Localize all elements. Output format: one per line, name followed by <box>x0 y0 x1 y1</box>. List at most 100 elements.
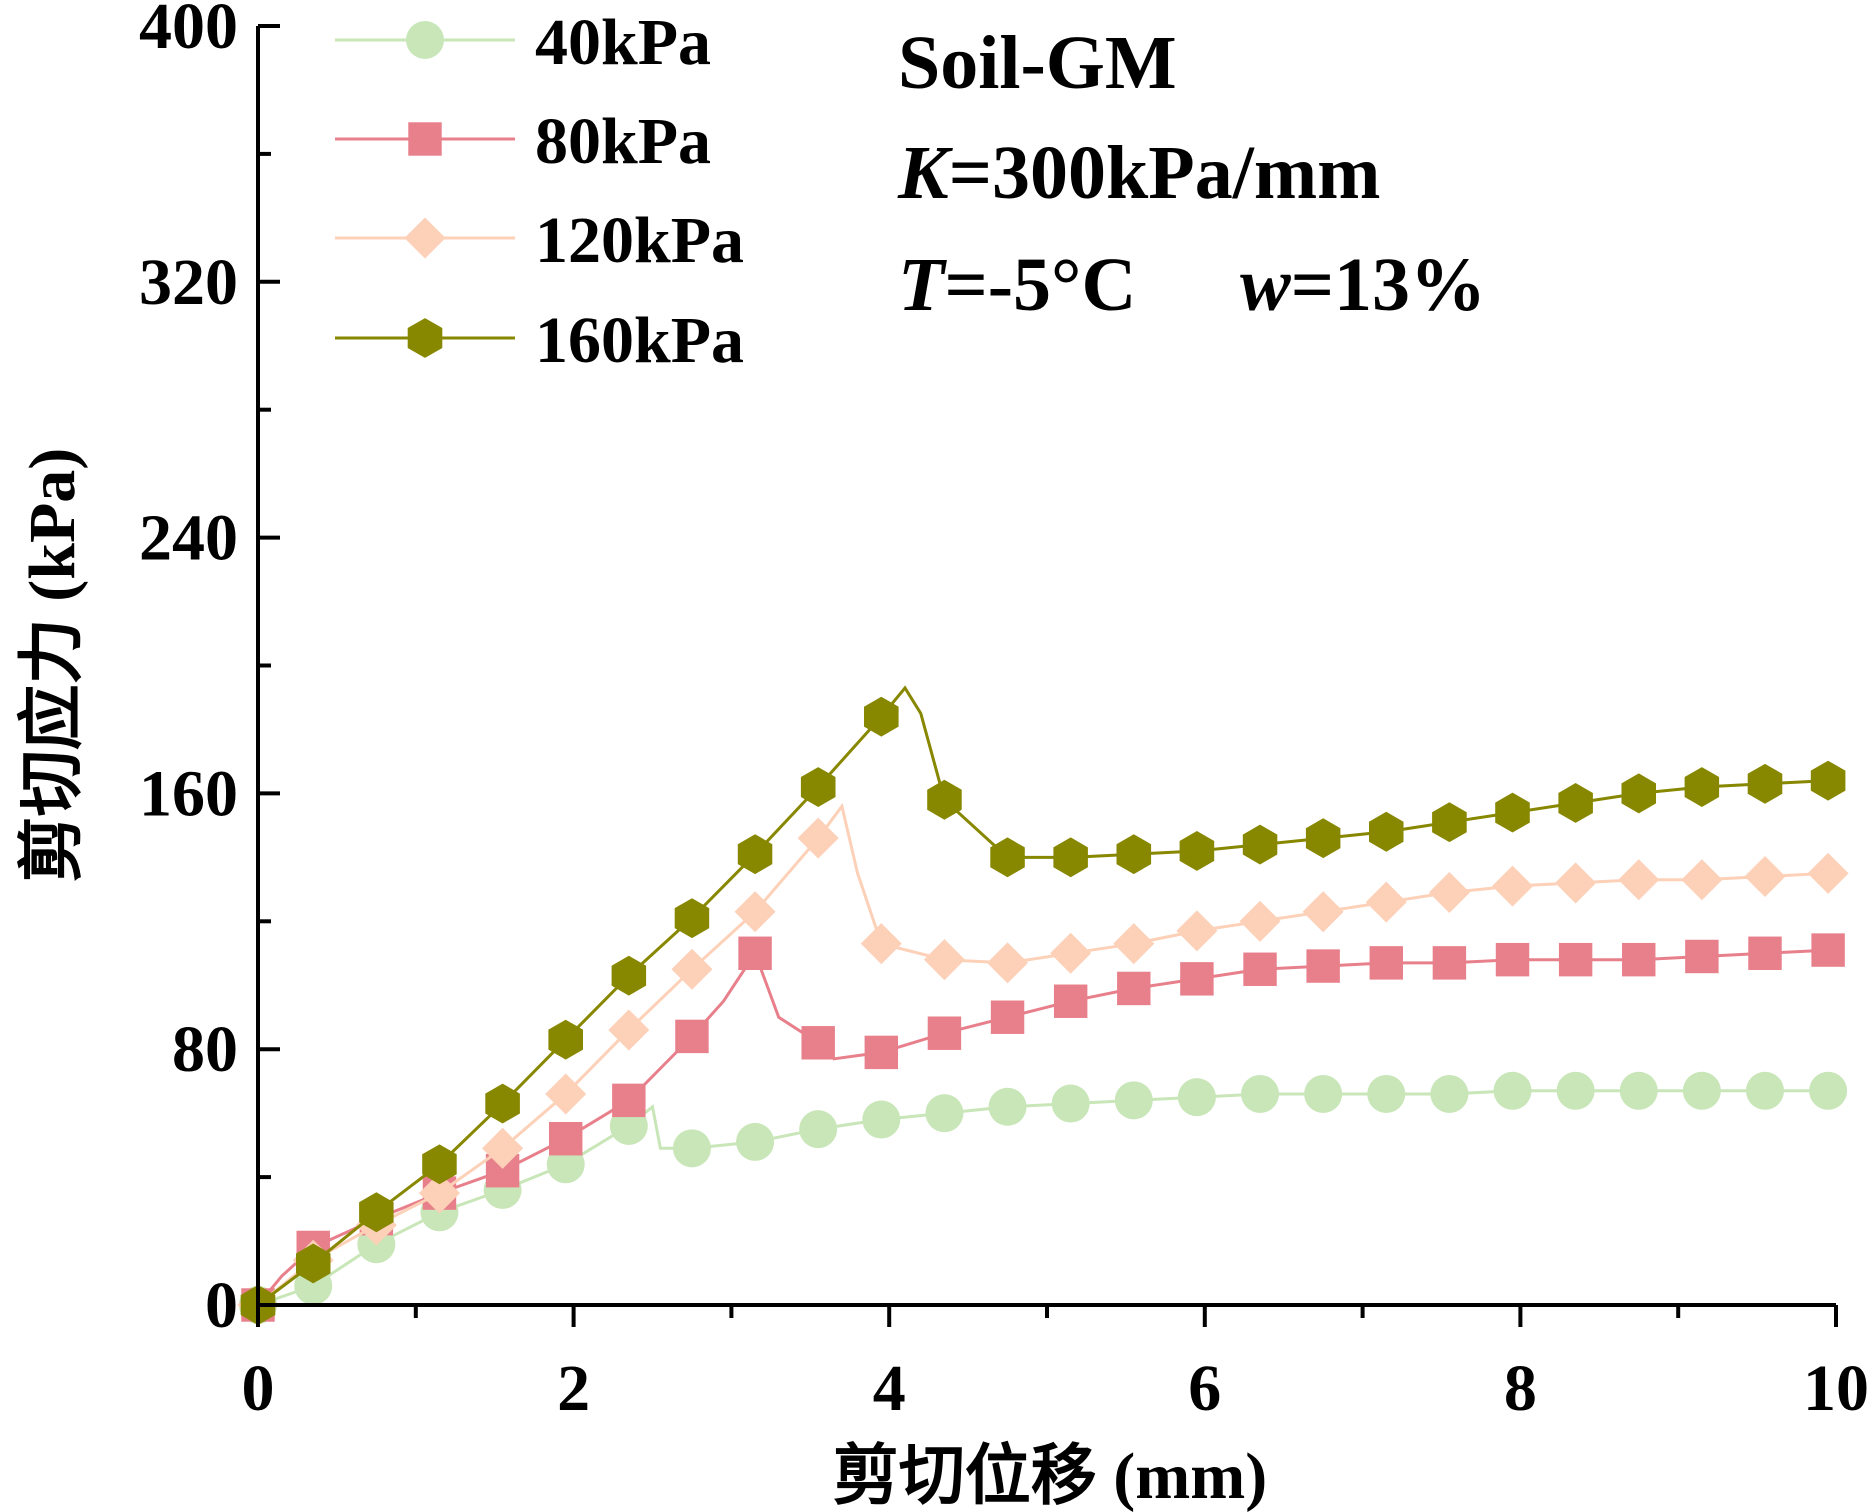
series-line-40kPa <box>257 1089 1829 1307</box>
legend-marker <box>404 217 446 259</box>
data-point-40kPa <box>1241 1074 1280 1113</box>
data-point-80kPa <box>1558 942 1593 977</box>
ticks <box>256 24 1838 1327</box>
data-point-120kPa <box>1681 859 1723 901</box>
data-point-120kPa <box>1807 852 1849 894</box>
data-point-120kPa <box>923 939 965 981</box>
annotation-k-symbol: K <box>897 131 953 215</box>
plot-series <box>237 685 1849 1326</box>
data-point-120kPa <box>1113 923 1155 965</box>
legend-item-120kPa: 120kPa <box>335 204 744 277</box>
data-point-80kPa <box>612 1083 646 1118</box>
annotation-t-symbol: T <box>898 243 947 327</box>
data-point-120kPa <box>797 817 839 859</box>
data-point-40kPa <box>736 1122 775 1161</box>
data-point-40kPa <box>1114 1081 1153 1120</box>
data-point-80kPa <box>675 1019 709 1054</box>
legend-label: 160kPa <box>535 304 744 377</box>
legend-label: 40kPa <box>535 6 711 79</box>
series-line-160kPa <box>257 685 1829 1307</box>
series-80kPa <box>241 933 1845 1322</box>
x-tick-label: 0 <box>242 1352 275 1425</box>
annotation-w-value: =13% <box>1291 243 1486 327</box>
data-point-120kPa <box>1050 932 1092 974</box>
data-point-160kPa <box>359 1192 394 1233</box>
legend: 40kPa 80kPa 120kPa 160kPa <box>335 6 744 377</box>
legend-item-80kPa: 80kPa <box>335 105 711 178</box>
data-point-120kPa <box>1176 910 1218 952</box>
x-axis-title: 剪切位移 (mm) <box>833 1440 1267 1512</box>
data-point-40kPa <box>1304 1074 1343 1113</box>
legend-item-160kPa: 160kPa <box>335 304 744 377</box>
data-point-160kPa <box>611 955 647 996</box>
data-point-120kPa <box>482 1127 524 1169</box>
y-tick-label: 80 <box>172 1013 238 1086</box>
annotation-t-value: =-5°C <box>944 243 1136 327</box>
data-point-40kPa <box>1177 1078 1216 1117</box>
series-40kPa <box>239 1071 1848 1324</box>
data-point-160kPa <box>674 898 710 939</box>
data-point-80kPa <box>1685 939 1719 974</box>
data-point-80kPa <box>1432 946 1467 980</box>
data-point-160kPa <box>927 779 962 820</box>
data-point-80kPa <box>548 1122 583 1156</box>
data-point-160kPa <box>864 696 899 737</box>
data-point-160kPa <box>1116 834 1152 875</box>
data-point-40kPa <box>1556 1071 1595 1110</box>
data-point-120kPa <box>545 1073 587 1115</box>
data-point-40kPa <box>1809 1071 1848 1110</box>
x-tick-label: 6 <box>1188 1352 1221 1425</box>
data-point-160kPa <box>422 1144 457 1185</box>
y-axis-title: 剪切应力 (kPa) <box>16 448 89 882</box>
data-point-160kPa <box>1558 783 1593 823</box>
data-point-120kPa <box>608 1009 650 1051</box>
series-line-80kPa <box>256 948 1829 1306</box>
data-point-160kPa <box>1179 831 1215 871</box>
data-point-40kPa <box>1430 1074 1469 1113</box>
data-point-40kPa <box>799 1110 838 1149</box>
data-point-120kPa <box>1555 862 1597 904</box>
data-point-40kPa <box>1367 1074 1406 1113</box>
axes: 0 2 4 6 8 10 0 80 160 240 320 400 <box>139 0 1869 1425</box>
data-point-40kPa <box>1051 1084 1090 1123</box>
legend-marker <box>406 21 444 59</box>
data-point-160kPa <box>1747 763 1783 804</box>
series-160kPa <box>240 685 1846 1325</box>
legend-label: 120kPa <box>535 204 744 277</box>
data-point-80kPa <box>1243 952 1277 986</box>
annotation-w-symbol: w <box>1240 243 1291 327</box>
data-point-160kPa <box>1684 767 1720 807</box>
data-point-120kPa <box>1239 900 1281 942</box>
annotation-w: w=13% <box>1240 243 1486 327</box>
data-point-160kPa <box>296 1243 331 1284</box>
annotation-k: K=300kPa/mm <box>897 131 1380 215</box>
data-point-160kPa <box>1495 792 1530 833</box>
y-tick-label: 240 <box>139 502 238 575</box>
data-point-80kPa <box>1180 962 1214 996</box>
data-point-80kPa <box>1369 946 1403 980</box>
data-point-160kPa <box>1053 837 1088 878</box>
x-tick-label: 8 <box>1504 1352 1537 1425</box>
data-point-120kPa <box>987 942 1029 984</box>
data-point-160kPa <box>1810 760 1846 801</box>
data-point-80kPa <box>990 1000 1025 1034</box>
data-point-80kPa <box>1117 971 1151 1006</box>
y-tick-label: 400 <box>139 0 238 63</box>
annotation-k-value: =300kPa/mm <box>949 131 1381 215</box>
data-point-120kPa <box>860 923 902 965</box>
legend-item-40kPa: 40kPa <box>335 6 711 79</box>
x-tick-label: 10 <box>1803 1352 1869 1425</box>
legend-marker <box>408 122 442 156</box>
data-point-160kPa <box>800 767 836 807</box>
data-point-80kPa <box>1811 933 1845 967</box>
annotations: Soil-GM K=300kPa/mm T=-5°C w=13% <box>897 21 1486 327</box>
data-point-160kPa <box>1369 811 1404 852</box>
data-point-80kPa <box>738 936 772 970</box>
data-point-80kPa <box>864 1035 899 1070</box>
data-point-120kPa <box>1491 865 1534 907</box>
data-point-120kPa <box>1744 856 1786 898</box>
data-point-160kPa <box>990 837 1025 878</box>
data-point-40kPa <box>672 1129 711 1168</box>
data-point-120kPa <box>1365 881 1407 923</box>
data-point-120kPa <box>418 1172 460 1214</box>
